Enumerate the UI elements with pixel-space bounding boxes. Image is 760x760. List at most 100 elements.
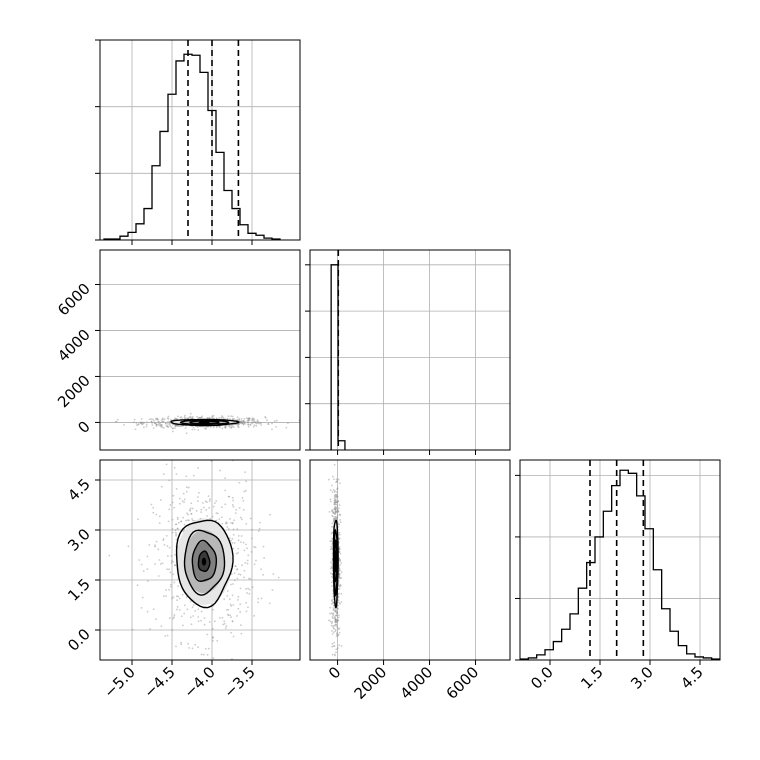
hist_p3-bin: [612, 486, 620, 660]
scatter_p2_p3-sample-point: [340, 562, 343, 564]
scatter_p1_p3-sample-point: [190, 623, 193, 626]
scatter_p1_p3-xtick-label: −5.0: [100, 663, 138, 701]
scatter_p1_p3-sample-point: [174, 531, 177, 534]
scatter_p2_p3-sample-point: [334, 620, 337, 623]
scatter_p1_p2-sample-point: [152, 427, 155, 429]
scatter_p2_p3-sample-point: [331, 613, 334, 616]
scatter_p1_p3-sample-point: [176, 605, 179, 608]
scatter_p1_p2-sample-point: [159, 421, 162, 424]
scatter_p1_p2-sample-point: [273, 420, 276, 423]
scatter_p2_p3-sample-point: [338, 592, 340, 595]
scatter_p2_p3-sample-point: [330, 599, 333, 602]
scatter_p1_p2-contour: [198, 420, 210, 424]
scatter_p1_p2-sample-point: [243, 422, 246, 424]
scatter_p2_p3-sample-point: [334, 621, 337, 624]
scatter_p2_p3-sample-point: [338, 575, 341, 577]
scatter_p1_p3-sample-point: [185, 519, 187, 522]
histogram-panel-param3: 0.0 1.5 3.0 4.5: [515, 459, 721, 693]
scatter_p1_p2-contour: [189, 420, 220, 425]
scatter_p1_p3-sample-point: [202, 506, 205, 509]
scatter_p1_p3-sample-point: [192, 604, 195, 606]
scatter_p1_p2-sample-point: [161, 426, 164, 429]
scatter_p1_p2-sample-point: [160, 423, 163, 426]
scatter_p1_p2-sample-point: [115, 420, 118, 423]
scatter_p2_p3-sample-point: [335, 507, 338, 510]
scatter_p1_p2-sample-point: [160, 425, 163, 428]
scatter_p2_p3-sample-point: [338, 513, 341, 516]
scatter_p1_p3-sample-point: [253, 563, 256, 565]
scatter_p1_p3-sample-point: [255, 559, 257, 562]
scatter_p1_p2-sample-point: [240, 422, 243, 425]
scatter_p1_p2-sample-point: [248, 417, 251, 420]
scatter_p1_p2-sample-point: [244, 423, 246, 425]
scatter_p1_p3-sample-point: [160, 485, 163, 488]
scatter_p2_p3-sample-point: [336, 480, 339, 483]
scatter_p1_p3-sample-point: [262, 573, 265, 576]
scatter_p1_p3-sample-point: [253, 545, 255, 548]
scatter_p1_p2-sample-point: [158, 422, 161, 425]
scatter_p1_p2-sample-point: [255, 424, 258, 427]
scatter_p1_p3-sample-point: [226, 613, 229, 616]
scatter_p1_p2-sample-point: [193, 428, 196, 431]
scatter_p1_p3-sample-point: [236, 568, 238, 571]
scatter_p1_p3-sample-point: [158, 559, 161, 561]
scatter_p2_p3-sample-point: [336, 495, 339, 498]
scatter_p2_p3-sample-point: [329, 489, 332, 492]
scatter_p1_p3-sample-point: [232, 547, 235, 550]
scatter_p1_p2-sample-point: [150, 420, 153, 423]
scatter_p1_p3-sample-point: [238, 481, 241, 484]
scatter_p2_p3-sample-point: [338, 546, 341, 548]
scatter_p2_p3-sample-point: [338, 576, 340, 579]
scatter_p1_p2-sample-point: [256, 420, 259, 423]
scatter_p2_p3-sample-point: [336, 503, 338, 506]
scatter_p1_p2-sample-point: [162, 418, 164, 421]
scatter_p1_p2-sample-point: [188, 416, 191, 419]
scatter_p1_p3-xtick-label: −3.5: [220, 663, 258, 701]
scatter_p2_p3-sample-point: [338, 559, 341, 561]
scatter_p1_p2-sample-point: [167, 426, 170, 428]
scatter_p1_p2-sample-point: [164, 422, 167, 425]
scatter_p1_p2-sample-point: [167, 417, 170, 420]
scatter_p1_p2-sample-point: [168, 421, 171, 424]
scatter_p2_p3-sample-point: [336, 505, 339, 508]
scatter_p1_p3-sample-point: [222, 623, 225, 626]
scatter_p1_p3-sample-point: [223, 622, 226, 625]
scatter_p1_p2-sample-point: [201, 415, 204, 418]
scatter_p2_p3-sample-point: [334, 623, 337, 626]
scatter_p1_p2-ytick-label: 2000: [54, 372, 94, 412]
density-panel-param1-vs-param2: 0 2000 4000 6000: [54, 249, 301, 451]
scatter_p1_p3-sample-point: [178, 597, 181, 600]
scatter_p1_p3-sample-point: [186, 608, 189, 611]
scatter_p2_p3-sample-point: [334, 513, 336, 515]
scatter_p1_p2-sample-point: [155, 424, 158, 426]
scatter_p1_p2-sample-point: [172, 423, 174, 426]
scatter_p1_p3-sample-point: [209, 498, 211, 501]
scatter_p1_p3-sample-point: [224, 477, 227, 480]
scatter_p1_p3-sample-point: [200, 619, 203, 622]
scatter_p1_p3-sample-point: [173, 581, 176, 584]
scatter_p1_p3-sample-point: [188, 508, 191, 511]
scatter_p1_p3-sample-point: [165, 589, 167, 591]
scatter_p1_p2-sample-point: [176, 424, 179, 427]
scatter_p1_p3-sample-point: [220, 516, 223, 519]
scatter_p1_p3-sample-point: [242, 541, 245, 544]
hist_p3-bin: [687, 654, 695, 660]
histogram-panel-param1: [95, 39, 301, 245]
scatter_p1_p2-sample-point: [152, 418, 154, 421]
scatter_p1_p3-sample-point: [108, 554, 111, 557]
scatter_p2_p3-sample-point: [336, 626, 339, 629]
scatter_p2_p3-sample-point: [336, 619, 339, 622]
scatter_p1_p3-sample-point: [158, 522, 161, 525]
scatter_p1_p3-sample-point: [244, 561, 247, 564]
scatter_p2_p3-sample-point: [329, 548, 332, 551]
hist_p3-bin: [553, 642, 561, 660]
scatter_p2_p3-sample-point: [332, 518, 335, 520]
scatter_p1_p3-sample-point: [168, 508, 171, 511]
scatter_p1_p3-sample-point: [170, 559, 173, 562]
scatter_p1_p2-sample-point: [231, 425, 234, 428]
scatter_p1_p2-sample-point: [180, 416, 183, 419]
scatter_p1_p2-sample-point: [227, 425, 230, 427]
scatter_p2_p3-sample-point: [334, 501, 336, 504]
scatter_p1_p3-sample-point: [224, 503, 227, 506]
scatter_p1_p3-sample-point: [146, 555, 149, 558]
